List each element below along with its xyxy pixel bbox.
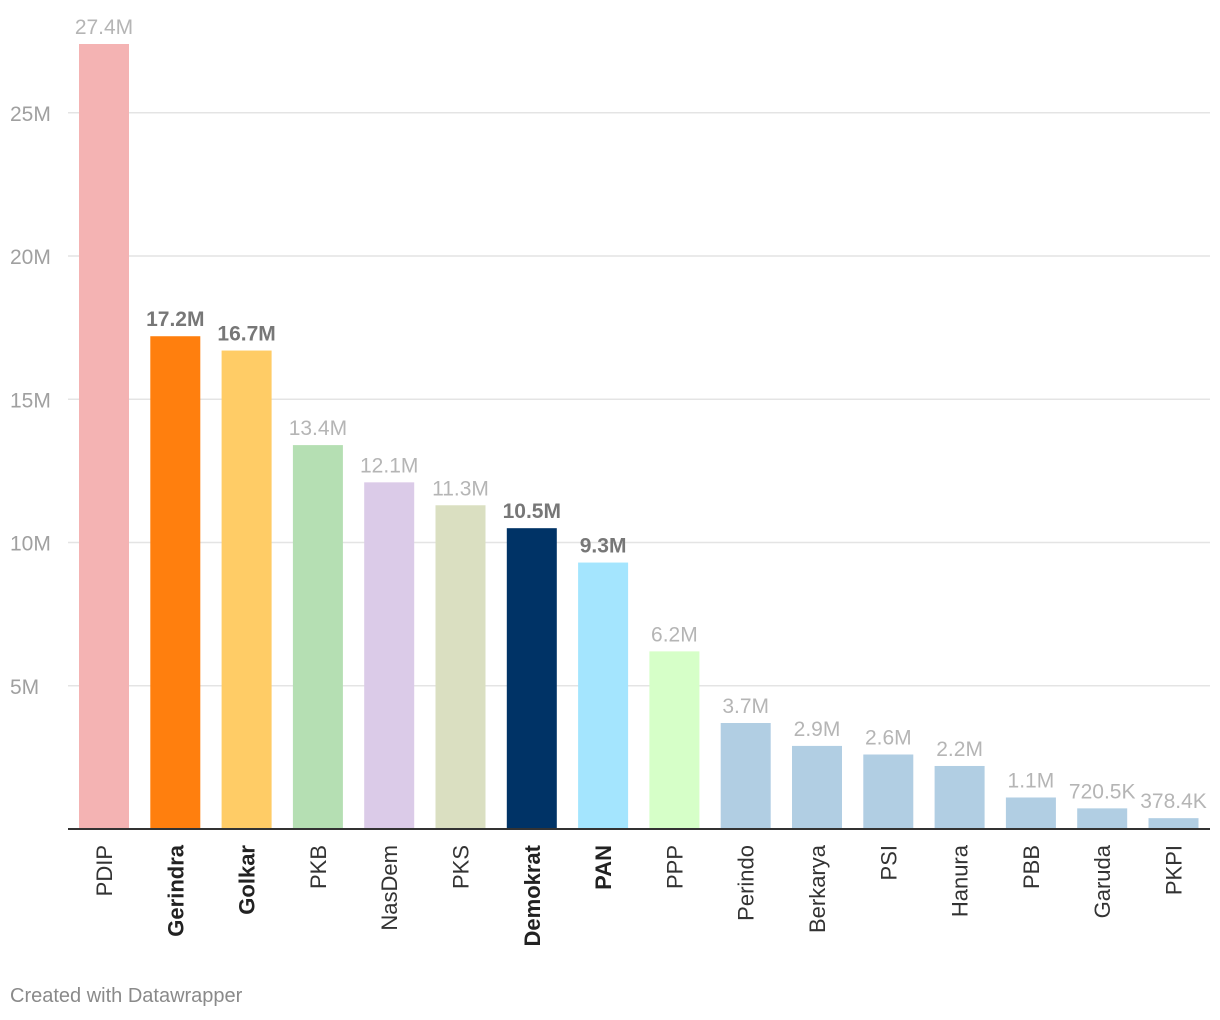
category-label: Berkarya <box>805 844 830 933</box>
bar <box>1148 818 1199 829</box>
value-labels: 27.4M 17.2M 16.7M 13.4M 12.1M 11.3M 10.5M 9.3M 6… <box>75 16 1207 813</box>
category-label: PPP <box>662 845 687 889</box>
bar-value-label: 378.4K <box>1140 790 1207 813</box>
footer-credit: Created with Datawrapper <box>10 985 243 1007</box>
bar <box>934 765 985 829</box>
y-tick-label: 25M <box>10 103 51 126</box>
bar-value-label: 16.7M <box>217 323 275 346</box>
y-tick-label: 5M <box>10 676 39 699</box>
category-label: PBB <box>1019 845 1044 889</box>
bar-value-label: 9.3M <box>580 535 627 558</box>
bar <box>863 754 914 829</box>
bar-value-label: 27.4M <box>75 16 133 39</box>
bar-value-label: 11.3M <box>432 477 489 500</box>
bar <box>79 44 129 829</box>
category-label: PDIP <box>92 845 117 896</box>
category-label: PSI <box>876 845 901 880</box>
category-label: Hanura <box>948 844 973 917</box>
category-label: Golkar <box>235 845 260 915</box>
bar <box>578 562 629 829</box>
category-labels: PDIP Gerindra Golkar PKB NasDem PKS Demokrat PA… <box>92 844 1187 946</box>
bar <box>506 528 557 829</box>
bars <box>79 44 1199 829</box>
y-tick-label: 15M <box>10 389 51 412</box>
bar-value-label: 1.1M <box>1008 769 1055 792</box>
bar-value-label: 13.4M <box>289 417 347 440</box>
bar <box>435 505 486 829</box>
bar <box>292 445 343 829</box>
y-tick-label: 20M <box>10 246 51 269</box>
bar <box>649 651 700 829</box>
bar <box>720 722 771 829</box>
bar-value-label: 720.5K <box>1069 780 1136 803</box>
category-label: Garuda <box>1090 844 1115 918</box>
category-label: Perindo <box>734 845 759 921</box>
bar-value-label: 10.5M <box>503 500 561 523</box>
y-axis-ticks: 5M 10M 15M 20M 25M <box>10 103 51 699</box>
y-tick-label: 10M <box>10 533 51 556</box>
bar-value-label: 6.2M <box>651 623 698 646</box>
bar <box>792 745 842 829</box>
category-label: PKS <box>449 845 474 889</box>
bar <box>1077 808 1128 829</box>
category-label: PAN <box>591 845 616 890</box>
bar-value-label: 3.7M <box>722 695 769 718</box>
category-label: NasDem <box>377 845 402 931</box>
bar-value-label: 2.6M <box>865 727 912 750</box>
bar <box>150 336 201 829</box>
bar <box>1005 797 1056 829</box>
category-label: Demokrat <box>520 844 545 946</box>
bar-value-label: 2.2M <box>936 738 983 761</box>
bar-value-label: 17.2M <box>146 308 204 331</box>
category-label: Gerindra <box>163 844 188 936</box>
category-label: PKPI <box>1162 845 1187 895</box>
bar-value-label: 12.1M <box>360 454 418 477</box>
category-label: PKB <box>306 845 331 889</box>
bar <box>364 482 415 829</box>
bar <box>221 350 272 829</box>
bar-value-label: 2.9M <box>794 718 841 741</box>
